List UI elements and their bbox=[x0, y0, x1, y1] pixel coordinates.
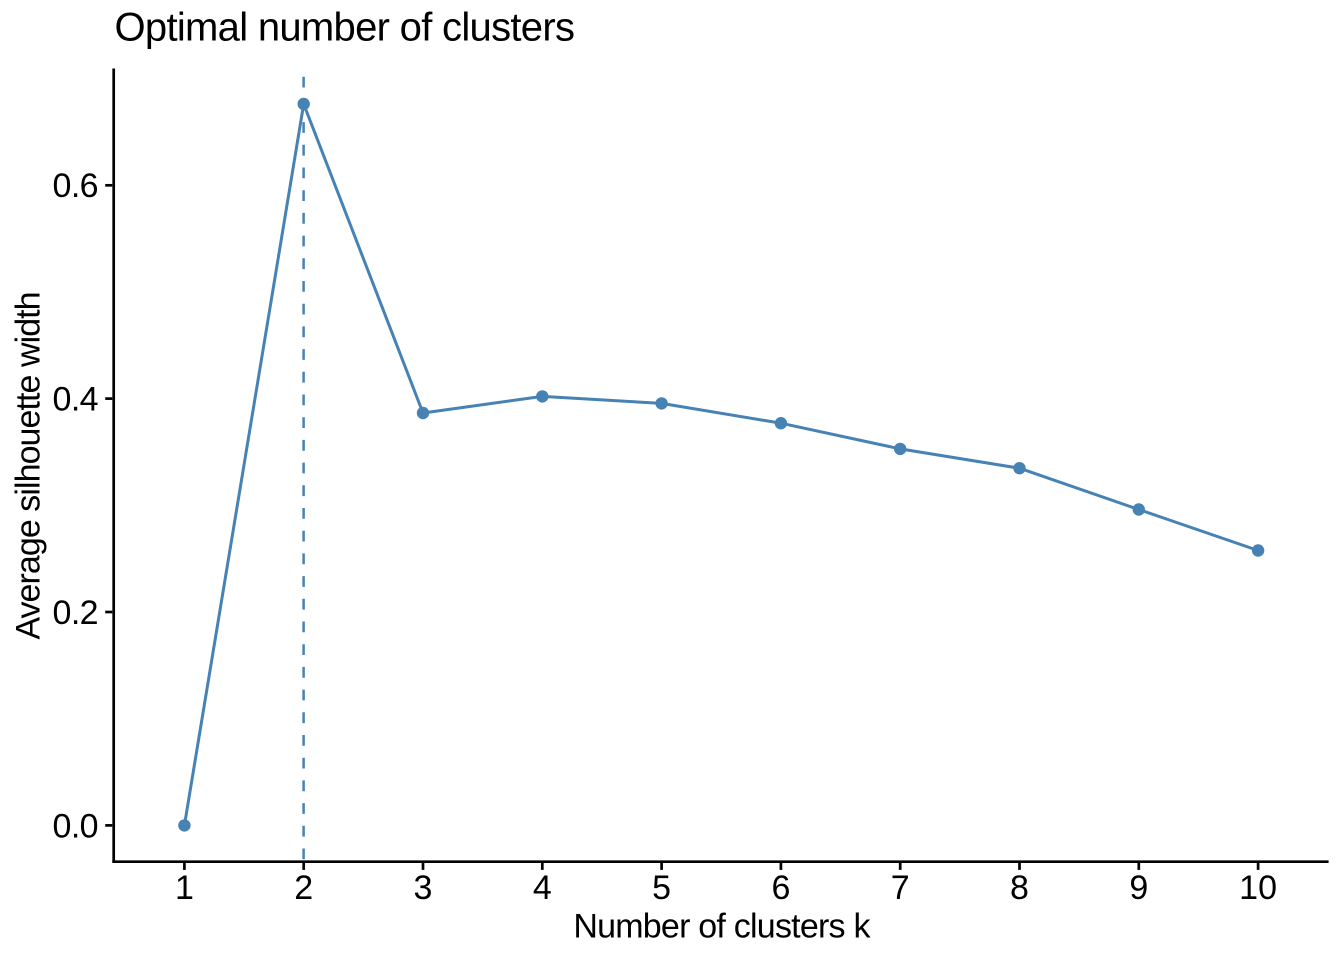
svg-text:7: 7 bbox=[891, 869, 910, 907]
svg-text:Number of clusters k: Number of clusters k bbox=[573, 908, 871, 946]
svg-text:0.6: 0.6 bbox=[53, 167, 98, 205]
svg-text:4: 4 bbox=[533, 869, 552, 907]
svg-text:10: 10 bbox=[1239, 869, 1277, 907]
svg-text:1: 1 bbox=[175, 869, 194, 907]
svg-text:Optimal number of clusters: Optimal number of clusters bbox=[115, 6, 575, 50]
svg-text:Average silhouette width: Average silhouette width bbox=[9, 292, 47, 639]
svg-text:8: 8 bbox=[1010, 869, 1029, 907]
svg-text:0.4: 0.4 bbox=[53, 381, 98, 419]
svg-text:0.2: 0.2 bbox=[53, 594, 98, 632]
svg-text:5: 5 bbox=[652, 869, 671, 907]
svg-text:2: 2 bbox=[294, 869, 313, 907]
svg-text:3: 3 bbox=[414, 869, 433, 907]
svg-text:6: 6 bbox=[771, 869, 790, 907]
svg-text:9: 9 bbox=[1129, 869, 1148, 907]
svg-text:0.0: 0.0 bbox=[53, 807, 98, 845]
